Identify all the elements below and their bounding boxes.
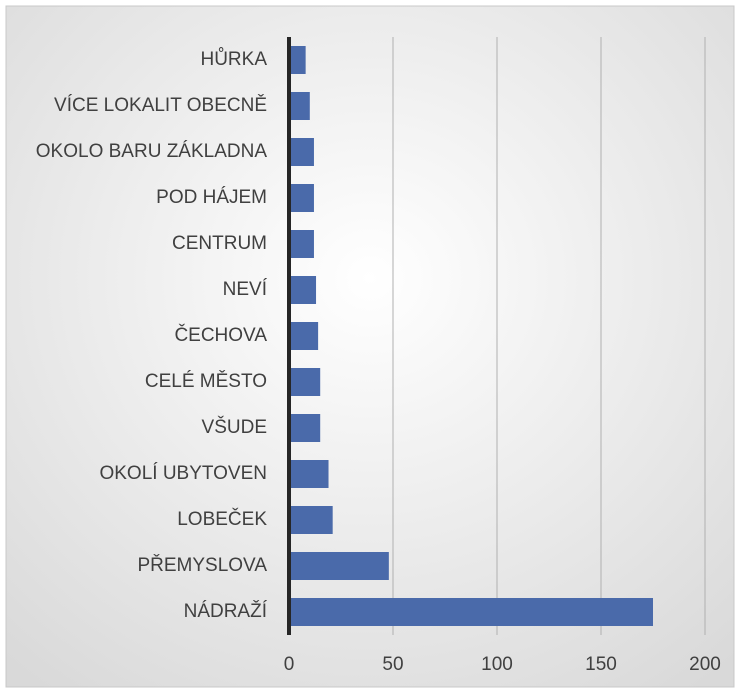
y-tick-label: CELÉ MĚSTO bbox=[145, 370, 267, 392]
bar bbox=[289, 506, 333, 534]
y-tick-label: POD HÁJEM bbox=[156, 187, 267, 208]
y-tick-label: OKOLÍ UBYTOVEN bbox=[99, 463, 267, 484]
x-tick-label: 150 bbox=[585, 654, 617, 675]
y-tick-label: NÁDRAŽÍ bbox=[184, 600, 268, 622]
y-tick-label: HŮRKA bbox=[200, 48, 267, 70]
y-tick-label: CENTRUM bbox=[172, 233, 267, 254]
y-tick-label: OKOLO BARU ZÁKLADNA bbox=[36, 141, 268, 162]
bar bbox=[289, 276, 317, 304]
bar bbox=[289, 92, 310, 120]
x-tick-label: 50 bbox=[382, 654, 403, 675]
y-tick-label: LOBEČEK bbox=[177, 508, 267, 530]
y-tick-label: VÍCE LOKALIT OBECNĚ bbox=[54, 94, 267, 116]
y-tick-label: ČECHOVA bbox=[174, 324, 267, 346]
x-tick-label: 200 bbox=[689, 654, 721, 675]
bar bbox=[289, 598, 653, 626]
bar bbox=[289, 460, 329, 488]
bar bbox=[289, 184, 314, 212]
y-tick-label: VŠUDE bbox=[202, 416, 267, 438]
bar bbox=[289, 138, 314, 166]
y-tick-label: PŘEMYSLOVA bbox=[137, 554, 267, 576]
x-tick-label: 0 bbox=[284, 654, 295, 675]
x-tick-label: 100 bbox=[481, 654, 513, 675]
bar bbox=[289, 414, 321, 442]
bar bbox=[289, 552, 389, 580]
bar bbox=[289, 322, 319, 350]
bar bbox=[289, 368, 321, 396]
y-tick-label: NEVÍ bbox=[223, 279, 268, 300]
bar bbox=[289, 46, 306, 74]
bar bbox=[289, 230, 314, 258]
